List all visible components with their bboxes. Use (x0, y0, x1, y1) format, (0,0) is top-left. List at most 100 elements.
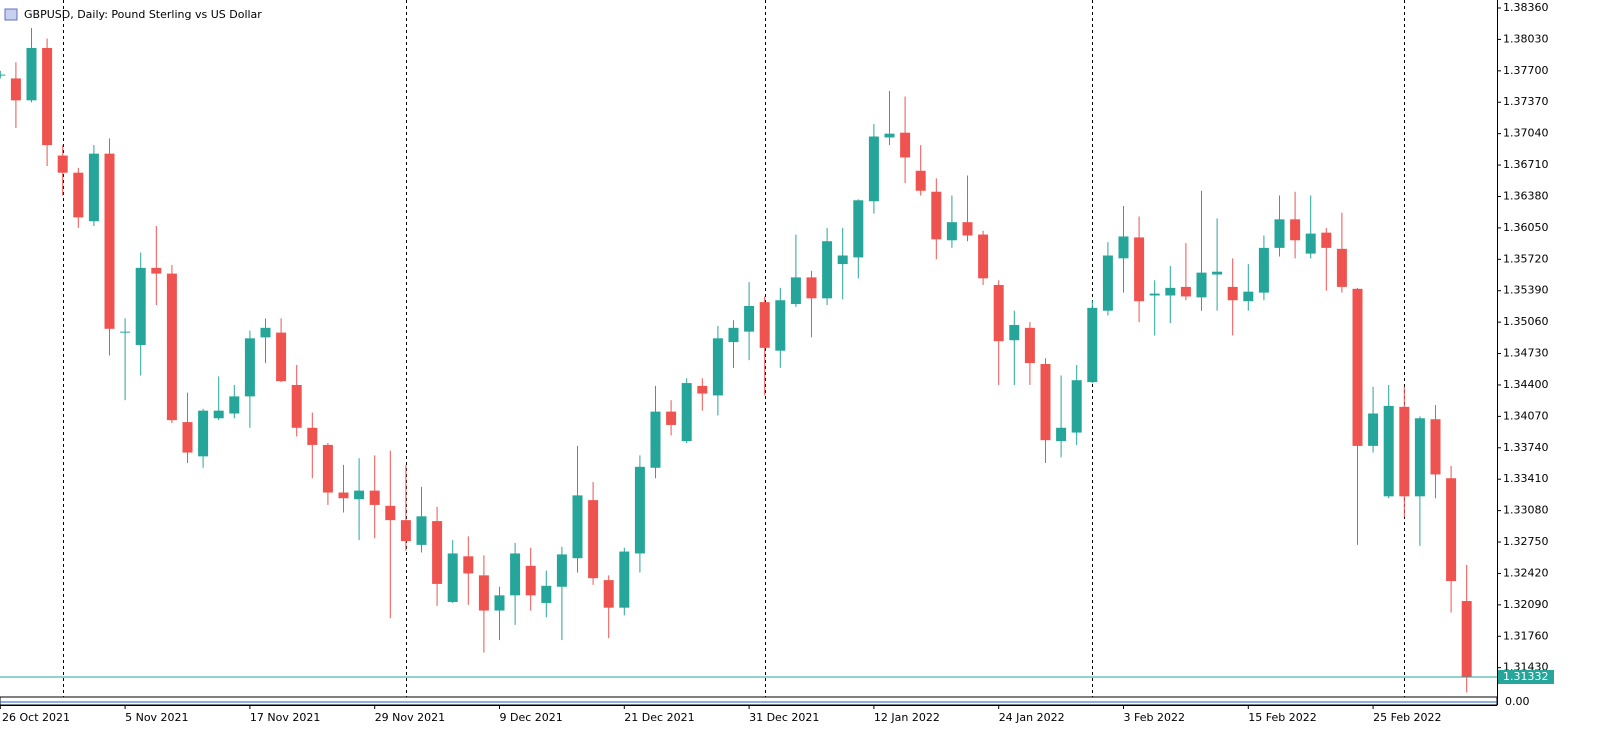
candle-body (1134, 237, 1145, 302)
candle-body (338, 492, 349, 499)
y-tick-label: 1.32420 (1503, 566, 1549, 579)
y-tick-label: 1.35390 (1503, 284, 1549, 297)
candle-body (1087, 307, 1098, 383)
x-tick-label: 26 Oct 2021 (2, 711, 70, 724)
candle-body (463, 556, 474, 574)
x-tick-label: 31 Dec 2021 (749, 711, 819, 724)
current-price-box (1498, 670, 1554, 685)
candle-body (0, 74, 6, 76)
y-tick-label: 1.34730 (1503, 347, 1549, 360)
candle-body (369, 490, 380, 505)
candle-body (1446, 478, 1457, 582)
candle-body (1165, 287, 1176, 296)
candle-body (900, 132, 911, 158)
candle-body (1368, 413, 1379, 446)
candle-body (931, 191, 942, 240)
candle-body (1352, 288, 1363, 446)
candle-body (120, 331, 131, 333)
y-tick-label: 1.33080 (1503, 504, 1549, 517)
x-tick-label: 25 Feb 2022 (1373, 711, 1441, 724)
candle-body (354, 490, 365, 500)
y-tick-label: 1.32750 (1503, 535, 1549, 548)
candle-body (650, 411, 661, 468)
x-tick-label: 15 Feb 2022 (1248, 711, 1316, 724)
candle-body (42, 47, 53, 146)
candle-body (915, 170, 926, 191)
candle-body (962, 222, 973, 236)
candle-body (1118, 236, 1129, 259)
candle-body (837, 255, 848, 265)
candle-body (634, 466, 645, 554)
y-tick-label: 1.35720 (1503, 252, 1549, 265)
candle-body (1024, 327, 1035, 364)
candle-body (1227, 286, 1238, 301)
candle-body (993, 285, 1004, 342)
x-tick-label: 9 Dec 2021 (500, 711, 563, 724)
candle-body (260, 327, 271, 338)
candle-body (1071, 380, 1082, 433)
candle-body (244, 338, 255, 397)
candle-body (853, 200, 864, 258)
y-tick-label: 1.37700 (1503, 64, 1549, 77)
indicator-panel (0, 696, 1498, 706)
candle-body (400, 520, 411, 542)
candle-body (541, 585, 552, 603)
y-tick-label: 1.34070 (1503, 409, 1549, 422)
candle-body (322, 444, 333, 493)
x-tick-label: 24 Jan 2022 (999, 711, 1065, 724)
candle-body (1056, 427, 1067, 442)
candle-body (822, 241, 833, 299)
x-tick-label: 3 Feb 2022 (1124, 711, 1185, 724)
y-tick-label: 1.34400 (1503, 378, 1549, 391)
candle-body (1383, 405, 1394, 497)
candle-body (151, 267, 162, 274)
candle-body (681, 383, 692, 442)
candle-body (1305, 233, 1316, 254)
candle-body (88, 153, 99, 222)
candle-body (494, 595, 505, 611)
x-tick-label: 12 Jan 2022 (874, 711, 940, 724)
candle-body (1180, 286, 1191, 297)
candle-body (182, 422, 193, 453)
candle-body (556, 554, 567, 587)
y-tick-label: 1.38030 (1503, 32, 1549, 45)
candle-body (307, 427, 318, 445)
candle-body (588, 500, 599, 579)
candle-body (291, 384, 302, 428)
candle-body (1009, 324, 1020, 341)
candle-body (10, 78, 21, 101)
candle-body (619, 551, 630, 608)
candle-body (775, 300, 786, 351)
candle-body (1212, 271, 1223, 275)
y-tick-label: 1.36380 (1503, 189, 1549, 202)
candle-body (1274, 219, 1285, 248)
candle-body (1196, 272, 1207, 298)
candle-body (229, 396, 240, 414)
candle-body (73, 172, 84, 218)
x-tick-label: 29 Nov 2021 (375, 711, 445, 724)
candle-body (385, 505, 396, 521)
candle-body (510, 553, 521, 596)
candle-body (213, 410, 224, 419)
candle-body (26, 47, 37, 101)
candle-body (1414, 418, 1425, 497)
candle-body (416, 516, 427, 545)
candle-body (1461, 601, 1472, 678)
x-tick-label: 17 Nov 2021 (250, 711, 320, 724)
candle-body (166, 273, 177, 421)
candle-body (1243, 291, 1254, 302)
candle-body (478, 575, 489, 611)
candle-body (790, 277, 801, 305)
candle-body (104, 153, 115, 329)
candle-body (572, 495, 583, 559)
candle-body (525, 565, 536, 596)
y-tick-label: 1.37370 (1503, 95, 1549, 108)
candle-body (759, 302, 770, 348)
candle-body (198, 410, 209, 457)
y-tick-label: 1.36050 (1503, 221, 1549, 234)
y-tick-label: 1.33740 (1503, 441, 1549, 454)
candle-body (603, 580, 614, 608)
candle-body (57, 155, 68, 173)
candle-body (1336, 248, 1347, 287)
